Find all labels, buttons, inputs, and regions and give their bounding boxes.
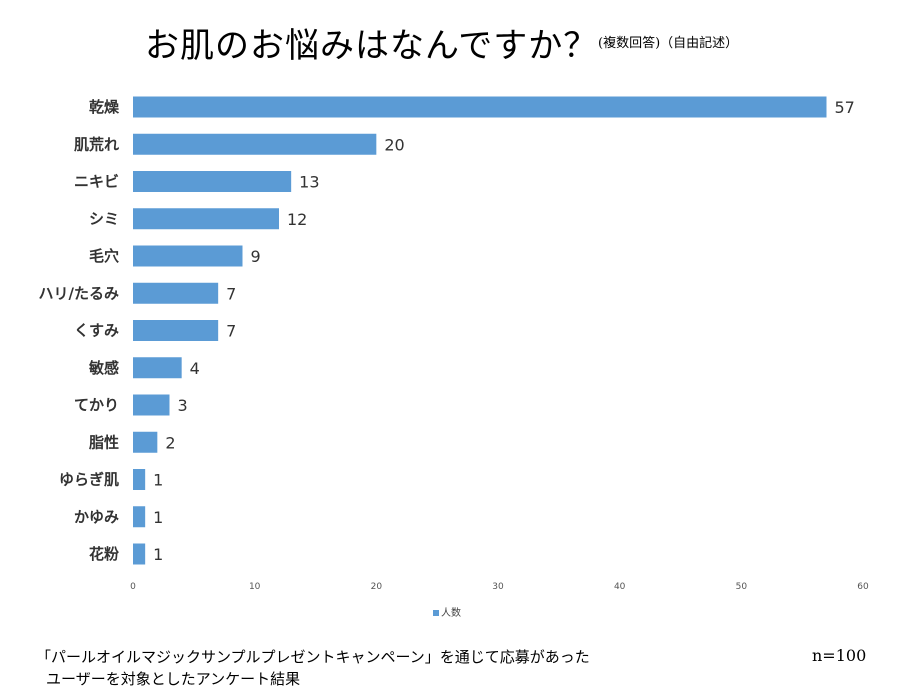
x-tick-label: 10 (249, 582, 261, 592)
bar-2 (133, 133, 377, 155)
category-label: シミ (89, 210, 119, 228)
bar-5 (133, 245, 243, 267)
x-tick-label: 40 (614, 582, 626, 592)
bar-8 (133, 357, 182, 379)
category-label: 乾燥 (89, 98, 120, 116)
chart-subtitle: (複数回答)（自由記述） (598, 36, 739, 51)
category-label: かゆみ (74, 508, 119, 526)
footnote-line-1: 「パールオイルマジックサンプルプレゼントキャンペーン」を通じて応募があった (36, 648, 590, 666)
legend: 人数 (433, 604, 461, 619)
x-tick-label: 30 (492, 582, 504, 592)
data-label: 1 (153, 545, 163, 564)
data-label: 7 (226, 284, 236, 303)
bar-10 (133, 431, 158, 453)
category-label: ハリ/たるみ (39, 284, 119, 302)
category-label: てかり (74, 396, 119, 414)
bar-3 (133, 171, 292, 192)
bar-9 (133, 394, 170, 416)
category-label: くすみ (74, 322, 119, 340)
data-label: 4 (190, 359, 200, 378)
bar-12 (133, 506, 146, 528)
data-label: 12 (287, 210, 307, 229)
bar-13 (133, 543, 146, 565)
data-label: 13 (299, 173, 319, 192)
category-label: 肌荒れ (74, 135, 119, 153)
bar-1 (133, 96, 827, 118)
data-label: 3 (178, 396, 188, 415)
bar-7 (133, 320, 219, 341)
bar-6 (133, 282, 219, 304)
category-label: ゆらぎ肌 (59, 471, 119, 489)
data-label: 20 (384, 135, 404, 154)
category-label: 敏感 (88, 359, 119, 377)
data-label: 9 (251, 247, 261, 266)
x-tick-label: 0 (130, 582, 136, 592)
data-label: 1 (153, 471, 163, 490)
bar-11 (133, 469, 146, 490)
data-label: 57 (835, 98, 855, 117)
bar-4 (133, 208, 279, 230)
footnote: 「パールオイルマジックサンプルプレゼントキャンペーン」を通じて応募があった ユー… (36, 646, 590, 690)
legend-label: 人数 (441, 608, 461, 619)
chart-title: お肌のお悩みはなんですか？ (145, 26, 599, 66)
category-label: 脂性 (89, 433, 119, 451)
footnote-line-2: ユーザーを対象としたアンケート結果 (46, 670, 301, 688)
category-label: 花粉 (89, 545, 119, 563)
data-label: 2 (165, 433, 175, 452)
x-tick-label: 50 (736, 582, 748, 592)
data-label: 1 (153, 508, 163, 527)
category-label: 毛穴 (89, 247, 119, 265)
sample-size: n=100 (812, 646, 867, 665)
category-label: ニキビ (74, 173, 119, 191)
legend-swatch (433, 610, 439, 616)
x-tick-label: 20 (371, 582, 383, 592)
data-label: 7 (226, 322, 236, 341)
x-tick-label: 60 (857, 582, 869, 592)
